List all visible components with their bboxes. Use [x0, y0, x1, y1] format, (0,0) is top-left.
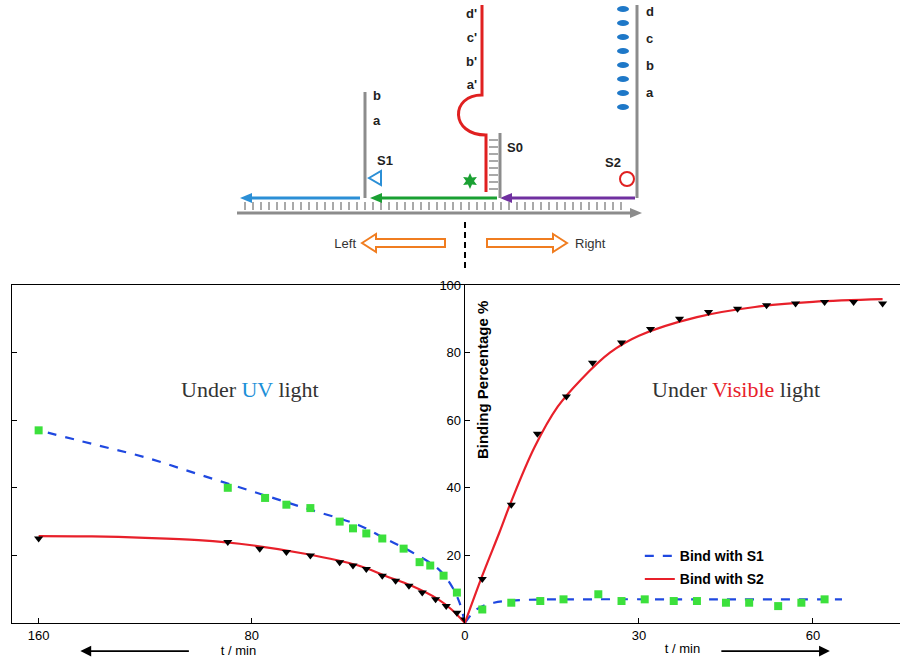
- svg-text:Under Visible light: Under Visible light: [652, 377, 820, 402]
- svg-text:30: 30: [632, 628, 646, 643]
- svg-text:t / min: t / min: [221, 643, 256, 658]
- svg-text:b: b: [646, 58, 654, 73]
- svg-text:a: a: [373, 113, 381, 128]
- svg-text:b': b': [466, 54, 477, 69]
- svg-text:60: 60: [806, 628, 820, 643]
- svg-text:b: b: [373, 88, 381, 103]
- svg-text:160: 160: [28, 628, 50, 643]
- svg-text:S1: S1: [377, 153, 393, 168]
- svg-text:c': c': [467, 30, 477, 45]
- svg-text:Right: Right: [575, 236, 606, 251]
- svg-text:100: 100: [439, 278, 461, 293]
- svg-text:80: 80: [447, 345, 461, 360]
- svg-text:c: c: [646, 31, 653, 46]
- svg-text:Binding Percentage %: Binding Percentage %: [474, 301, 491, 459]
- svg-text:Under UV light: Under UV light: [181, 377, 319, 402]
- svg-text:80: 80: [245, 628, 259, 643]
- svg-text:a: a: [646, 85, 654, 100]
- svg-text:0: 0: [461, 628, 468, 643]
- svg-text:Bind with S1: Bind with S1: [680, 548, 764, 564]
- svg-text:S0: S0: [507, 140, 523, 155]
- svg-text:S2: S2: [605, 155, 621, 170]
- svg-text:Left: Left: [334, 236, 356, 251]
- svg-text:40: 40: [447, 480, 461, 495]
- svg-text:d': d': [466, 6, 477, 21]
- svg-text:t / min: t / min: [665, 641, 700, 656]
- svg-text:d: d: [646, 4, 654, 19]
- svg-text:60: 60: [447, 413, 461, 428]
- svg-text:Bind with S2: Bind with S2: [680, 571, 764, 587]
- svg-text:20: 20: [447, 548, 461, 563]
- svg-text:a': a': [467, 77, 477, 92]
